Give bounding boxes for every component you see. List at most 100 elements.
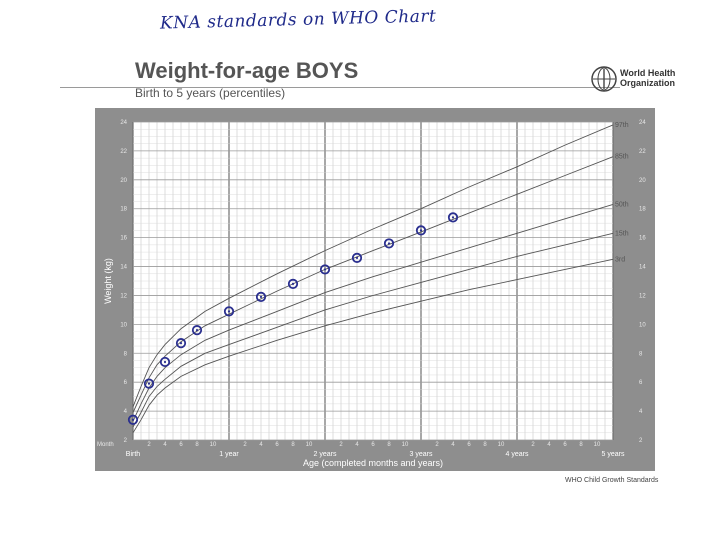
x-tick-label: 6 [371, 442, 375, 448]
marked-point-dot [387, 242, 391, 245]
x-milestone-label: Birth [126, 451, 141, 458]
chart-title: Weight-for-age BOYS [135, 58, 359, 83]
y-tick-label-left: 22 [120, 149, 127, 155]
marked-data-point [191, 325, 203, 336]
y-tick-label-right: 24 [639, 120, 646, 126]
x-tick-label: 10 [402, 442, 409, 448]
percentile-curve-15th [132, 232, 614, 428]
x-tick-label: 10 [594, 442, 601, 448]
marked-data-point [127, 414, 139, 425]
x-milestone-label: 5 years [602, 451, 625, 458]
x-tick-label: 4 [547, 442, 551, 448]
y-tick-label-left: 18 [120, 207, 127, 213]
marked-data-point [319, 264, 331, 275]
x-tick-label: 10 [210, 442, 217, 448]
organization-name-line2: Organization [620, 78, 676, 88]
x-tick-label: 6 [467, 442, 471, 448]
x-milestone-label: 1 year [219, 451, 239, 458]
x-tick-label: 8 [483, 442, 487, 448]
percentile-label-15th: 15th [615, 230, 629, 237]
y-tick-label-left: 8 [124, 351, 128, 357]
x-tick-label: 2 [531, 442, 535, 448]
organization-name-line1: World Health [620, 68, 676, 78]
y-tick-label-left: 10 [120, 322, 127, 328]
y-tick-label-left: 12 [120, 293, 127, 299]
y-tick-label-right: 20 [639, 178, 646, 184]
x-tick-label: 2 [243, 442, 247, 448]
percentile-label-3rd: 3rd [615, 256, 625, 263]
x-tick-label: 8 [195, 442, 199, 448]
marked-point-dot [291, 282, 295, 285]
x-tick-label: 2 [339, 442, 343, 448]
marked-point-dot [227, 310, 231, 313]
y-tick-label-right: 14 [639, 265, 646, 271]
x-tick-label: 6 [275, 442, 279, 448]
marked-data-point [175, 338, 187, 349]
y-axis-title: Weight (kg) [103, 258, 113, 304]
marked-data-point [447, 212, 459, 223]
marked-point-dot [355, 256, 359, 259]
x-tick-label: 10 [498, 442, 505, 448]
x-axis-title: Age (completed months and years) [303, 458, 443, 468]
x-milestone-label: 4 years [506, 451, 529, 458]
y-tick-label-right: 22 [639, 149, 646, 155]
marked-point-dot [419, 229, 423, 232]
x-tick-label: 2 [435, 442, 439, 448]
percentile-curve-97th [132, 124, 614, 407]
y-tick-label-left: 6 [124, 380, 128, 386]
y-tick-label-left: 20 [120, 178, 127, 184]
x-tick-label: 2 [147, 442, 151, 448]
marked-point-dot [323, 268, 327, 271]
y-tick-label-right: 6 [639, 380, 643, 386]
percentile-label-85th: 85th [615, 154, 629, 161]
marked-data-point [159, 356, 171, 368]
x-milestone-label: 2 years [314, 451, 337, 458]
marked-point-dot [163, 360, 167, 364]
y-tick-label-left: 16 [120, 236, 127, 242]
percentile-label-97th: 97th [615, 122, 629, 129]
x-tick-label: 8 [579, 442, 583, 448]
x-tick-label: 4 [259, 442, 263, 448]
y-tick-label-right: 4 [639, 409, 643, 415]
footer-credit: WHO Child Growth Standards [565, 477, 659, 484]
marked-point-dot [147, 382, 151, 385]
x-tick-label: 4 [451, 442, 455, 448]
y-tick-label-left: 24 [120, 120, 127, 126]
marked-data-point [415, 225, 427, 236]
y-tick-label-left: 2 [124, 438, 128, 444]
marked-point-dot [195, 329, 199, 332]
x-tick-label: 6 [179, 442, 183, 448]
who-emblem-icon [591, 66, 617, 92]
x-milestone-label: 3 years [410, 451, 433, 458]
marked-data-point [143, 378, 155, 389]
x-month-label: Month [97, 442, 114, 448]
chart-grid [132, 121, 614, 441]
chart-subtitle: Birth to 5 years (percentiles) [135, 86, 286, 100]
marked-data-point [255, 291, 267, 302]
marked-point-dot [451, 216, 455, 219]
organization-name: World Health Organization [620, 68, 675, 88]
marked-point-dot [179, 342, 183, 345]
marked-data-point [287, 278, 299, 289]
percentile-curve-85th [132, 156, 614, 413]
y-tick-label-right: 8 [639, 351, 643, 357]
y-tick-label-right: 10 [639, 322, 646, 328]
x-tick-label: 4 [355, 442, 359, 448]
marked-point-dot [259, 295, 263, 298]
x-tick-label: 8 [387, 442, 391, 448]
x-tick-label: 4 [163, 442, 167, 448]
title-divider [60, 87, 620, 88]
percentile-curve-3rd [132, 258, 614, 434]
percentile-label-50th: 50th [615, 201, 629, 208]
marked-data-point [351, 252, 363, 263]
marked-point-dot [131, 418, 135, 421]
x-tick-label: 8 [291, 442, 295, 448]
marked-data-point [383, 238, 395, 249]
x-tick-label: 10 [306, 442, 313, 448]
marked-data-point [223, 306, 235, 317]
y-tick-label-left: 4 [124, 409, 128, 415]
y-tick-label-right: 18 [639, 207, 646, 213]
y-tick-label-left: 14 [120, 265, 127, 271]
y-tick-label-right: 16 [639, 236, 646, 242]
